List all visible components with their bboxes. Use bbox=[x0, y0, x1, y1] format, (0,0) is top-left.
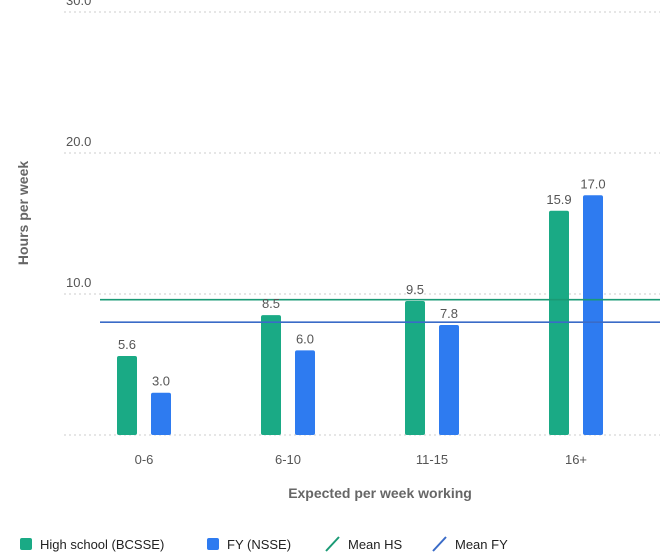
bar bbox=[405, 301, 425, 435]
bar bbox=[295, 350, 315, 435]
data-labels: 5.6 3.0 8.5 6.0 9.5 7.8 15.9 17.0 bbox=[118, 176, 606, 388]
x-tick-label: 11-15 bbox=[416, 452, 448, 467]
gridlines bbox=[64, 11, 660, 436]
data-label: 15.9 bbox=[546, 192, 571, 207]
legend: High school (BCSSE) FY (NSSE) Mean HS Mean … bbox=[20, 536, 508, 552]
data-label: 6.0 bbox=[296, 331, 314, 346]
bar bbox=[439, 325, 459, 435]
legend-label: Mean HS bbox=[348, 537, 403, 552]
legend-line-swatch bbox=[325, 536, 340, 552]
data-label: 7.8 bbox=[440, 306, 458, 321]
bar bbox=[261, 315, 281, 435]
legend-label: Mean FY bbox=[455, 537, 508, 552]
data-label: 17.0 bbox=[580, 176, 605, 191]
bar bbox=[151, 392, 171, 435]
x-tick-label: 16+ bbox=[565, 452, 587, 467]
y-tick-labels: 30.0 20.0 10.0 bbox=[66, 0, 91, 290]
y-tick-label: 30.0 bbox=[66, 0, 91, 8]
data-label: 5.6 bbox=[118, 337, 136, 352]
bar bbox=[117, 356, 137, 435]
x-tick-labels: 0-6 6-10 11-15 16+ bbox=[135, 452, 587, 467]
reference-lines bbox=[100, 298, 660, 324]
legend-line-swatch bbox=[432, 536, 447, 552]
x-axis-title: Expected per week working bbox=[288, 485, 472, 501]
x-tick-label: 0-6 bbox=[135, 452, 154, 467]
data-label: 3.0 bbox=[152, 374, 170, 389]
x-tick-label: 6-10 bbox=[275, 452, 301, 467]
legend-label: High school (BCSSE) bbox=[40, 537, 164, 552]
bars bbox=[117, 195, 603, 435]
data-label: 8.5 bbox=[262, 296, 280, 311]
y-axis-title: Hours per week bbox=[15, 161, 31, 265]
y-tick-label: 10.0 bbox=[66, 275, 91, 290]
y-tick-label: 20.0 bbox=[66, 134, 91, 149]
legend-label: FY (NSSE) bbox=[227, 537, 291, 552]
legend-swatch bbox=[207, 538, 219, 550]
bar bbox=[583, 195, 603, 435]
legend-swatch bbox=[20, 538, 32, 550]
data-label: 9.5 bbox=[406, 282, 424, 297]
